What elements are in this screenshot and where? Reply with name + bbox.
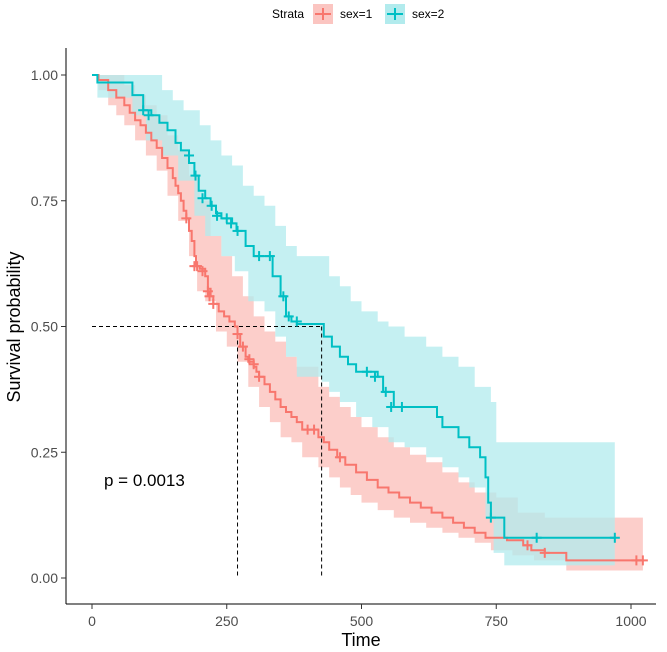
y-tick-label: 1.00 xyxy=(31,67,58,83)
y-tick-label: 0.25 xyxy=(31,444,58,460)
legend: Strata sex=1 sex=2 xyxy=(272,4,445,24)
confidence-band-2 xyxy=(92,75,615,566)
confidence-bands xyxy=(92,75,643,573)
y-axis-title: Survival probability xyxy=(4,251,24,402)
censor-marks xyxy=(138,105,648,566)
legend-label-sex1: sex=1 xyxy=(340,7,373,21)
y-tick-label: 0.50 xyxy=(31,319,58,335)
y-tick-label: 0.75 xyxy=(31,193,58,209)
legend-label-sex2: sex=2 xyxy=(412,7,445,21)
legend-title: Strata xyxy=(272,7,304,21)
median-lines xyxy=(92,326,323,578)
y-tick-label: 0.00 xyxy=(31,570,58,586)
x-tick-label: 250 xyxy=(215,613,239,629)
x-tick-label: 1000 xyxy=(615,613,646,629)
x-tick-label: 500 xyxy=(350,613,374,629)
x-axis-title: Time xyxy=(341,630,380,650)
survival-curve-1 xyxy=(92,74,643,562)
p-value-annotation: p = 0.0013 xyxy=(104,471,185,490)
x-tick-label: 0 xyxy=(88,613,96,629)
x-tick-label: 750 xyxy=(485,613,509,629)
axes: 0 250 500 750 1000 0.00 0.25 0.50 0.75 1.00 xyxy=(31,48,656,629)
